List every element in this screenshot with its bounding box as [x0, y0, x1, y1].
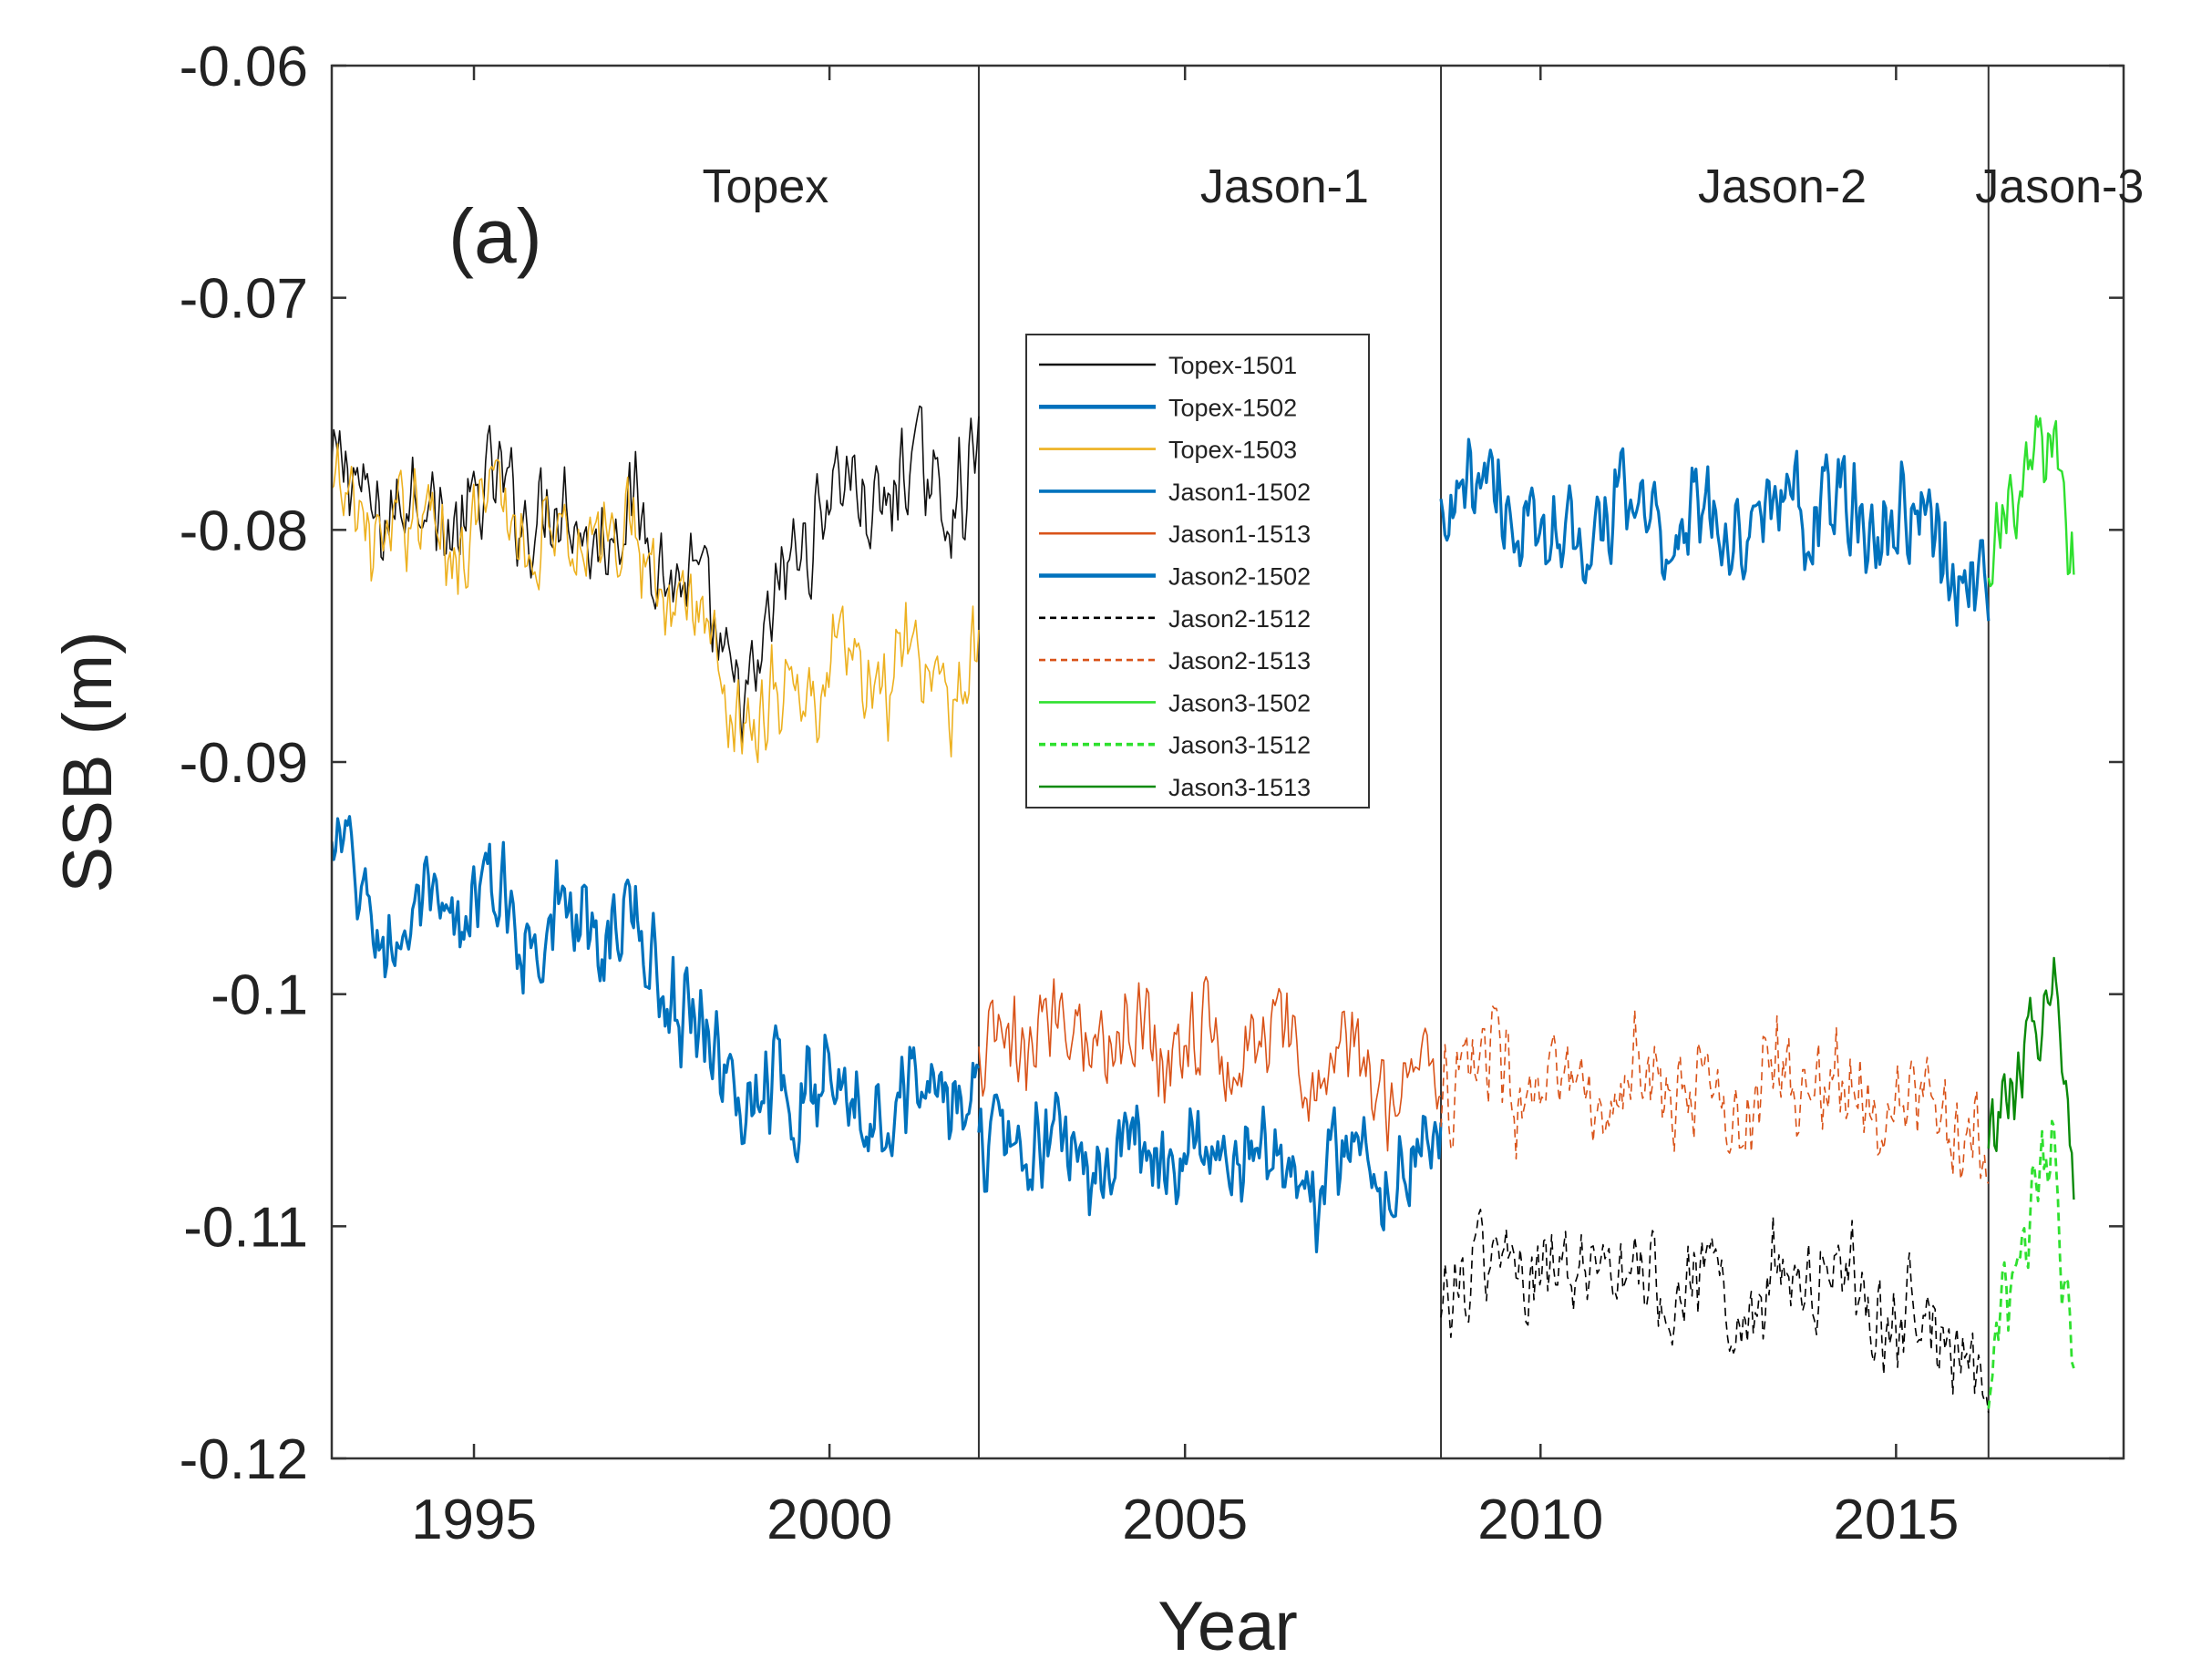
mission-labels: Topex Jason-1 Jason-2 Jason-3: [703, 160, 2145, 213]
panel-label: (a): [448, 193, 542, 279]
series-line-jason2-1502: [1439, 438, 1991, 627]
legend-label-topex-1502: Topex-1502: [1168, 394, 1297, 421]
legend-label-topex-1501: Topex-1501: [1168, 352, 1297, 379]
y-tick-label: -0.06: [180, 36, 308, 98]
y-tick-label: -0.12: [180, 1428, 308, 1491]
series-layer: [332, 405, 2075, 1414]
x-tick-label: 2005: [1122, 1488, 1248, 1551]
y-axis-title: SSB (m): [49, 631, 127, 892]
y-tick-label: -0.07: [180, 268, 308, 331]
x-axis: 1995 2000 2005 2010 2015: [411, 66, 1959, 1551]
mission-label-topex: Topex: [703, 160, 829, 213]
y-tick-label: -0.09: [180, 732, 308, 795]
y-tick-label: -0.11: [183, 1196, 308, 1259]
x-tick-label: 2015: [1833, 1488, 1959, 1551]
legend-label-topex-1503: Topex-1503: [1168, 437, 1297, 464]
series-line-jason2-1512: [1440, 1209, 1990, 1414]
legend-label-jason1-1513: Jason1-1513: [1168, 520, 1311, 548]
series-line-jason3-1512: [1987, 1119, 2075, 1409]
legend-label-jason2-1512: Jason2-1512: [1168, 605, 1311, 633]
legend-label-jason2-1513: Jason2-1513: [1168, 647, 1311, 675]
series-line-topex-1503: [332, 443, 980, 764]
y-tick-label: -0.08: [180, 500, 308, 562]
series-line-jason1-1513: [978, 975, 1442, 1152]
series-line-topex-1501: [332, 405, 980, 747]
legend-box: [1025, 334, 1370, 809]
legend-label-jason3-1513: Jason3-1513: [1168, 774, 1311, 801]
series-line-jason1-1502: [977, 1091, 1443, 1254]
legend-label-jason1-1502: Jason1-1502: [1168, 479, 1311, 506]
legend-label-jason2-1502: Jason2-1502: [1168, 563, 1311, 591]
mission-label-jason-2: Jason-2: [1698, 160, 1867, 213]
x-tick-label: 2010: [1477, 1488, 1603, 1551]
series-line-jason3-1502: [1987, 415, 2075, 588]
legend-label-jason3-1512: Jason3-1512: [1168, 732, 1311, 759]
x-axis-title: Year: [1157, 1588, 1298, 1665]
mission-label-jason-1: Jason-1: [1200, 160, 1369, 213]
legend: Topex-1501 Topex-1502 Topex-1503 Jason1-150…: [1025, 334, 1370, 809]
series-line-jason2-1513: [1440, 1004, 1990, 1184]
series-line-jason3-1513: [1987, 956, 2075, 1200]
legend-label-jason3-1502: Jason3-1502: [1168, 689, 1311, 716]
x-tick-label: 1995: [411, 1488, 537, 1551]
mission-label-jason-3: Jason-3: [1975, 160, 2144, 213]
y-axis: -0.06 -0.07 -0.08 -0.09 -0.1 -0.11 -0.12: [180, 36, 2124, 1491]
series-line-topex-1502: [332, 815, 981, 1164]
x-tick-label: 2000: [766, 1488, 892, 1551]
y-tick-label: -0.1: [211, 964, 308, 1027]
mission-boundaries: [977, 66, 1990, 1458]
